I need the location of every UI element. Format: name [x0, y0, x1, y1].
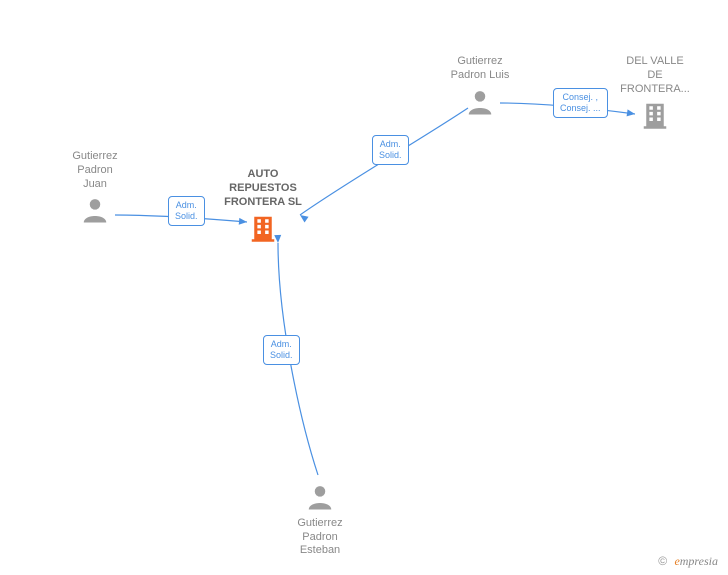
node-label: Gutierrez Padron Luis	[425, 55, 535, 83]
edge-label-luis-delvalle: Consej. , Consej. ...	[553, 88, 608, 118]
diagram-canvas: AUTO REPUESTOS FRONTERA SL Gutierrez Pad…	[0, 0, 728, 575]
node-label: Gutierrez Padron Juan	[40, 150, 150, 191]
node-label: AUTO REPUESTOS FRONTERA SL	[208, 168, 318, 209]
node-delvalle[interactable]: DEL VALLE DE FRONTERA...	[600, 55, 710, 135]
node-esteban[interactable]: Gutierrez Padron Esteban	[265, 478, 375, 558]
brand-rest: mpresia	[680, 554, 718, 568]
person-icon	[80, 195, 110, 225]
node-luis[interactable]: Gutierrez Padron Luis	[425, 55, 535, 121]
node-center[interactable]: AUTO REPUESTOS FRONTERA SL	[208, 168, 318, 248]
edge-label-juan-center: Adm. Solid.	[168, 196, 205, 226]
person-icon	[305, 482, 335, 512]
building-icon	[248, 213, 278, 243]
copyright-symbol: ©	[658, 554, 667, 568]
edge-label-esteban-center: Adm. Solid.	[263, 335, 300, 365]
node-label: Gutierrez Padron Esteban	[265, 517, 375, 558]
building-icon	[640, 100, 670, 130]
node-label: DEL VALLE DE FRONTERA...	[600, 55, 710, 96]
person-icon	[465, 87, 495, 117]
node-juan[interactable]: Gutierrez Padron Juan	[40, 150, 150, 230]
edge-label-luis-center: Adm. Solid.	[372, 135, 409, 165]
footer-credit: © empresia	[658, 554, 718, 569]
